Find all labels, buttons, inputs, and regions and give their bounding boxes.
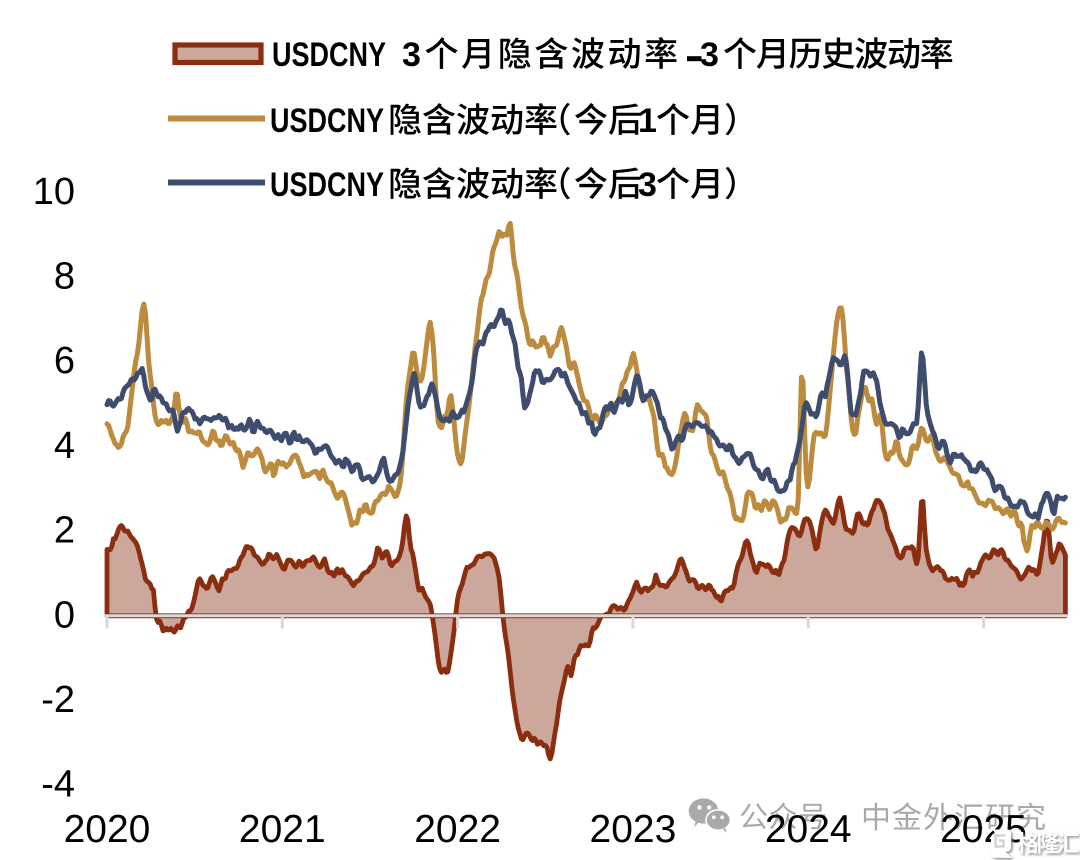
- svg-text:2025: 2025: [940, 808, 1027, 851]
- svg-text:2022: 2022: [414, 808, 501, 851]
- svg-text:-2: -2: [41, 679, 75, 721]
- svg-text:6: 6: [54, 340, 75, 382]
- svg-text:2020: 2020: [64, 808, 151, 851]
- svg-text:2023: 2023: [590, 808, 677, 851]
- svg-text:3: 3: [700, 36, 719, 74]
- svg-text:2: 2: [54, 510, 75, 552]
- svg-text:3: 3: [402, 36, 421, 74]
- svg-text:4: 4: [54, 425, 75, 467]
- svg-text:2021: 2021: [239, 808, 326, 851]
- svg-text:USDCNY: USDCNY: [270, 166, 384, 204]
- svg-text:10: 10: [33, 171, 75, 213]
- svg-text:3: 3: [638, 166, 657, 204]
- svg-text:-4: -4: [41, 764, 75, 806]
- svg-text:8: 8: [54, 256, 75, 298]
- svg-text:0: 0: [54, 594, 75, 636]
- svg-text:USDCNY: USDCNY: [272, 36, 386, 74]
- svg-text:2024: 2024: [765, 808, 852, 851]
- svg-text:USDCNY: USDCNY: [270, 102, 384, 140]
- svg-text:1: 1: [638, 102, 657, 140]
